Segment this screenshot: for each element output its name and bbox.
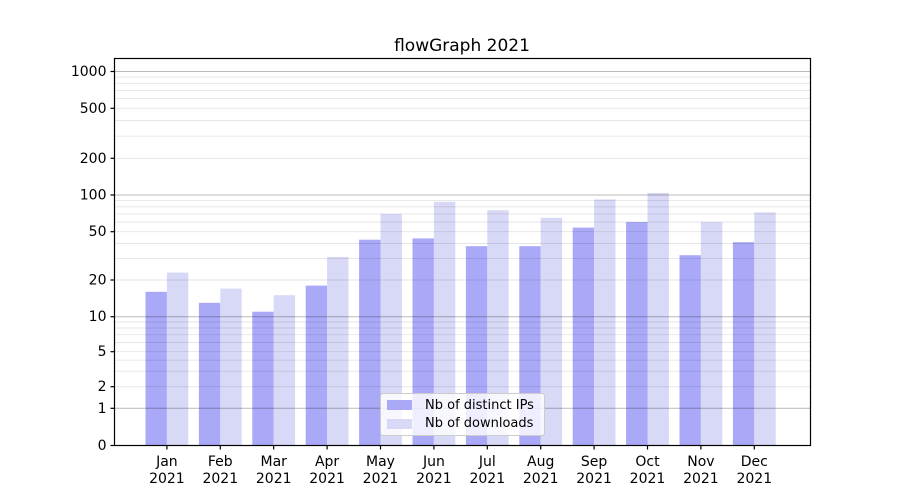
x-tick-label-year: 2021 — [149, 471, 185, 487]
x-tick-label-month: Jun — [422, 454, 445, 470]
bar-downloads-dec — [754, 212, 776, 446]
x-tick-label-year: 2021 — [309, 471, 345, 487]
bar-distinct-ips-apr — [305, 285, 328, 446]
bar-distinct-ips-jan — [145, 291, 167, 446]
legend-label-downloads: Nb of downloads — [425, 416, 534, 432]
y-tick-label: 10 — [89, 309, 107, 325]
x-tick-label-month: May — [366, 454, 395, 470]
bar-distinct-ips-nov — [679, 255, 701, 446]
bar-downloads-jan — [166, 272, 189, 446]
x-tick-label-year: 2021 — [736, 471, 772, 487]
legend-swatch-distinct-ips — [387, 400, 412, 411]
bar-downloads-apr — [327, 256, 349, 446]
y-tick-label: 100 — [80, 188, 107, 204]
bar-downloads-aug — [540, 217, 563, 446]
x-tick-label-month: Nov — [687, 454, 714, 470]
legend-item-distinct-ips: Nb of distinct IPs — [381, 397, 544, 414]
bar-distinct-ips-dec — [732, 242, 755, 446]
bar-distinct-ips-may — [359, 239, 381, 446]
x-tick-label-month: Aug — [527, 454, 554, 470]
x-tick-label-year: 2021 — [256, 471, 292, 487]
plot-frame — [113, 57, 812, 447]
legend-label-distinct-ips: Nb of distinct IPs — [425, 397, 534, 413]
x-tick-label-year: 2021 — [416, 471, 452, 487]
legend: Nb of distinct IPs Nb of downloads — [380, 393, 545, 436]
bar-distinct-ips-mar — [252, 311, 274, 446]
x-tick-label-month: Feb — [208, 454, 233, 470]
x-tick-label-month: Mar — [260, 454, 287, 470]
x-tick-label-month: Apr — [315, 454, 339, 470]
bar-downloads-mar — [273, 295, 296, 446]
bar-downloads-sep — [594, 199, 616, 446]
y-tick-label: 20 — [89, 273, 107, 289]
x-tick-label-month: Dec — [741, 454, 768, 470]
x-tick-label-month: Jan — [155, 454, 178, 470]
x-tick-label-year: 2021 — [363, 471, 399, 487]
bar-downloads-oct — [647, 192, 669, 446]
bar-downloads-jun — [433, 201, 456, 446]
y-tick-label: 1 — [98, 401, 107, 417]
x-tick-label-year: 2021 — [683, 471, 719, 487]
y-tick-label: 200 — [80, 151, 107, 167]
x-tick-label-month: Sep — [581, 454, 608, 470]
legend-swatch-downloads — [387, 418, 412, 429]
x-tick-label-year: 2021 — [469, 471, 505, 487]
y-tick-label: 5 — [98, 344, 107, 360]
legend-item-downloads: Nb of downloads — [381, 415, 544, 432]
y-tick-label: 50 — [89, 224, 107, 240]
bar-downloads-may — [380, 213, 402, 446]
x-tick-label-year: 2021 — [576, 471, 612, 487]
bar-distinct-ips-oct — [626, 222, 648, 446]
x-tick-label-year: 2021 — [630, 471, 666, 487]
x-tick-label-month: Oct — [635, 454, 660, 470]
bar-distinct-ips-sep — [572, 227, 595, 446]
bar-downloads-jul — [487, 210, 509, 446]
y-tick-label: 1000 — [71, 64, 107, 80]
bar-downloads-feb — [220, 288, 242, 446]
bar-downloads-nov — [700, 222, 723, 446]
chart-title: flowGraph 2021 — [394, 36, 530, 56]
y-tick-label: 2 — [98, 379, 107, 395]
y-tick-label: 0 — [98, 438, 107, 454]
y-tick-label: 500 — [80, 101, 107, 117]
x-tick-label-month: Jul — [478, 454, 496, 470]
x-tick-label-year: 2021 — [202, 471, 238, 487]
x-tick-label-year: 2021 — [523, 471, 559, 487]
bar-distinct-ips-feb — [198, 302, 221, 446]
